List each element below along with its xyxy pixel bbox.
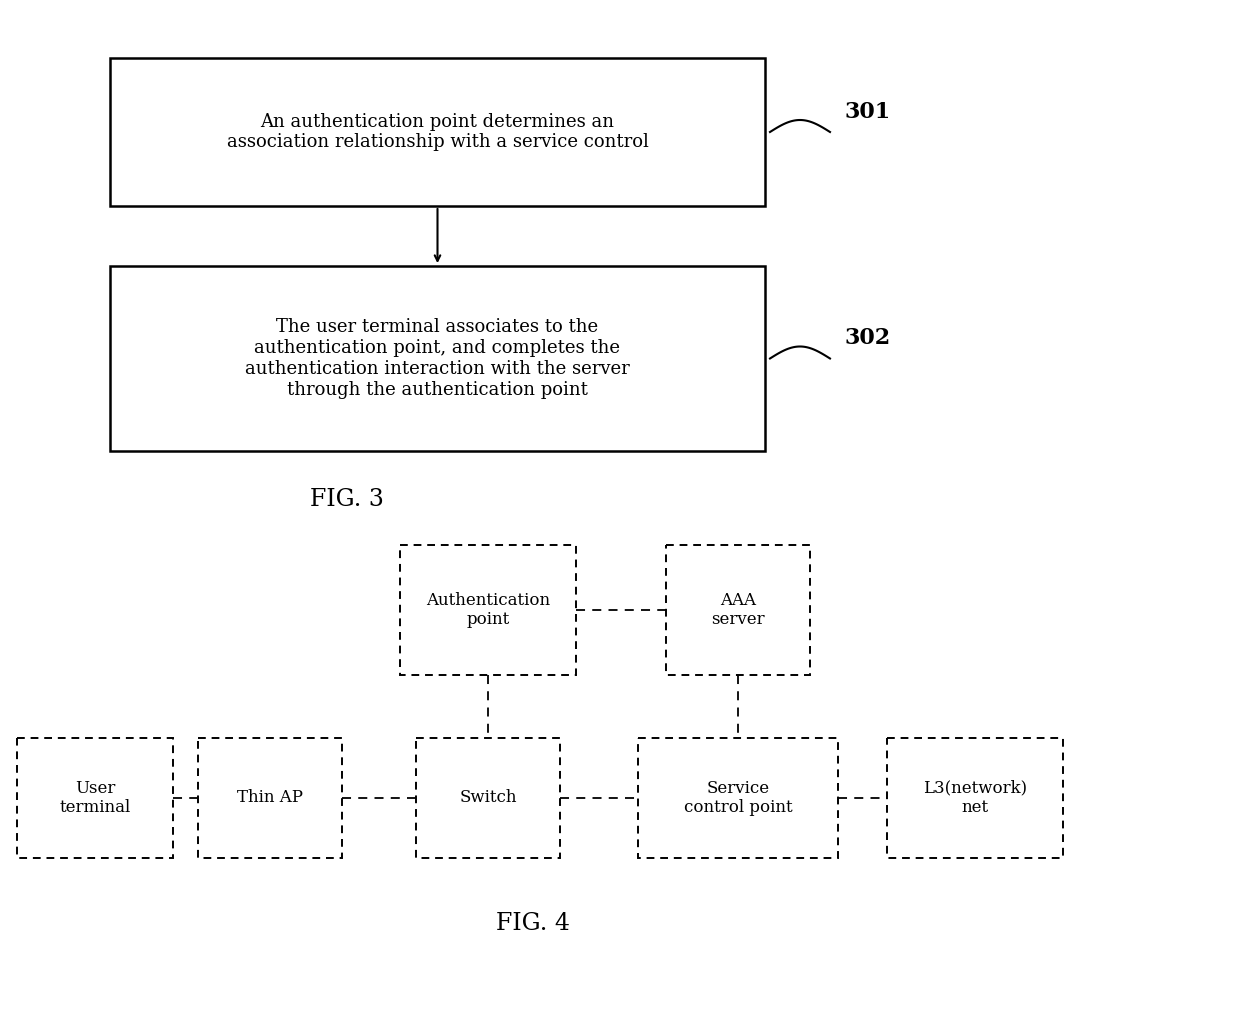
Bar: [110, 266, 765, 451]
Text: FIG. 4: FIG. 4: [496, 912, 570, 934]
Text: Authentication
point: Authentication point: [425, 592, 551, 629]
Bar: [666, 545, 810, 675]
Text: 301: 301: [844, 101, 892, 123]
Text: AAA
server: AAA server: [712, 592, 765, 629]
Bar: [110, 58, 765, 206]
Text: FIG. 3: FIG. 3: [310, 487, 384, 511]
Text: User
terminal: User terminal: [60, 780, 130, 816]
Bar: [198, 738, 342, 858]
Text: Switch: Switch: [459, 790, 517, 806]
Bar: [415, 738, 560, 858]
Text: An authentication point determines an
association relationship with a service co: An authentication point determines an as…: [227, 113, 649, 152]
Text: Service
control point: Service control point: [683, 780, 792, 816]
Text: Thin AP: Thin AP: [237, 790, 303, 806]
Text: L3(network)
net: L3(network) net: [923, 780, 1027, 816]
Text: The user terminal associates to the
authentication point, and completes the
auth: The user terminal associates to the auth…: [246, 318, 630, 398]
Bar: [401, 545, 577, 675]
Bar: [17, 738, 174, 858]
Bar: [639, 738, 838, 858]
Text: 302: 302: [844, 327, 892, 350]
Bar: [887, 738, 1063, 858]
